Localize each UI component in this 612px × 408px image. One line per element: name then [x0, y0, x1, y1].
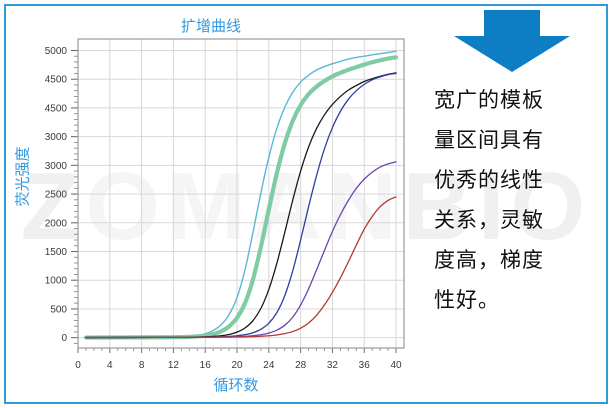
x-tick-label: 16: [200, 360, 212, 371]
chart-svg: 5000450045003000300025002000150010005000…: [45, 38, 405, 371]
callout-line: 度高，梯度: [434, 248, 544, 272]
grid-lines: [78, 39, 404, 348]
callout-line: 量区间具有: [434, 128, 544, 152]
callout-line: 关系，灵敏: [434, 208, 544, 232]
plot-area: 5000 4500 4500 3000 3000 2500 2000 1500 1000 500 0…: [6, 6, 416, 402]
y-tick-label: 3000: [45, 161, 68, 172]
x-tick-label: 32: [327, 360, 339, 371]
y-tick-label: 4500: [45, 103, 68, 114]
y-tick-label: 2000: [45, 218, 68, 229]
callout-line: 优秀的线性: [434, 168, 544, 192]
x-tick-label: 20: [231, 360, 243, 371]
amplification-chart-panel: 扩增曲线 荧光强度 循环数 5000 4500 4500 3000 3000 2500 20…: [6, 6, 416, 402]
x-tick-label: 28: [295, 360, 307, 371]
callout-text: 宽广的模板 量区间具有 优秀的线性 关系，灵敏 度高，梯度 性好。: [434, 80, 594, 320]
plot-frame: [77, 38, 405, 349]
callout-line: 性好。: [434, 288, 500, 312]
x-tick-label: 4: [107, 360, 113, 371]
callout-panel: 宽广的模板 量区间具有 优秀的线性 关系，灵敏 度高，梯度 性好。: [420, 6, 606, 402]
y-tick-label: 500: [50, 304, 67, 315]
y-tick-label: 3000: [45, 132, 68, 143]
x-tick-labels: 0 4 8 12 16 20 24 28 32 36 40: [75, 360, 402, 371]
y-tick-label: 1000: [45, 276, 68, 287]
x-axis-label: 循环数: [213, 376, 259, 394]
chart-title: 扩增曲线: [180, 17, 241, 35]
curve-6-red: [85, 196, 397, 339]
arrow-down-icon: [452, 10, 572, 74]
y-tick-label: 5000: [45, 46, 68, 57]
curve-lines: [83, 50, 399, 340]
callout-line: 宽广的模板: [434, 88, 544, 112]
x-tick-label: 8: [139, 360, 145, 371]
watermark-text: ZOMANBIO: [20, 153, 592, 260]
x-tick-label: 12: [168, 360, 180, 371]
y-tick-label: 4500: [45, 75, 68, 86]
y-tick-label: 2500: [45, 190, 68, 201]
y-tick-label: 1500: [45, 247, 68, 258]
x-tick-label: 40: [390, 360, 402, 371]
x-tick-label: 0: [75, 360, 81, 371]
x-tick-label: 36: [359, 360, 371, 371]
y-tick-label: 0: [61, 333, 67, 344]
x-tick-label: 24: [263, 360, 275, 371]
